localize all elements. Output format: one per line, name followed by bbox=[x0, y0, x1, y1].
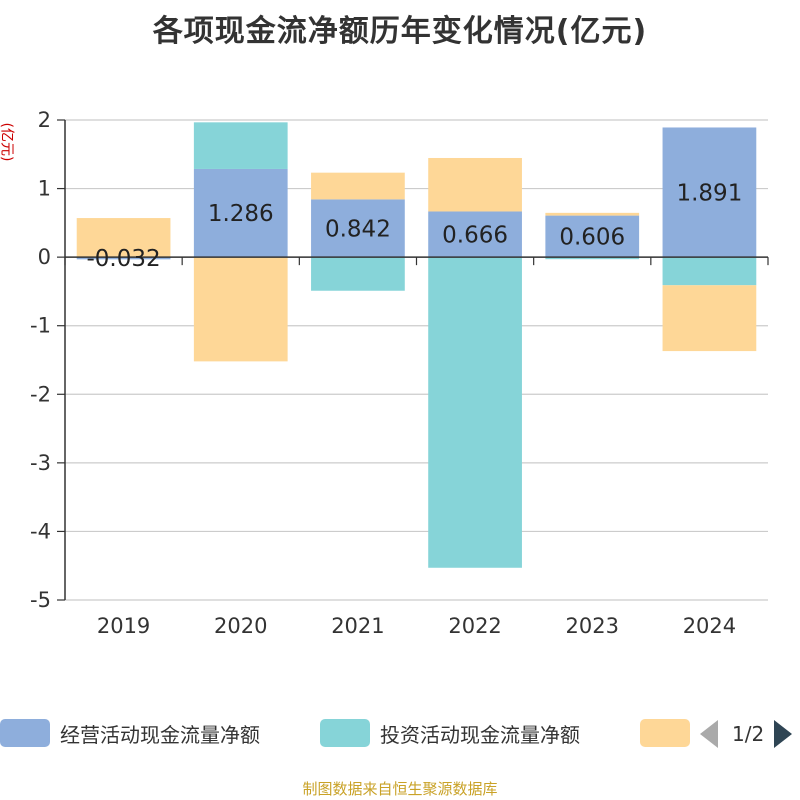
x-tick-label: 2019 bbox=[97, 614, 150, 638]
bar-series1-2021 bbox=[311, 257, 405, 291]
data-label: 0.666 bbox=[442, 222, 508, 248]
y-tick-label: -3 bbox=[30, 451, 51, 475]
data-label: 0.606 bbox=[559, 224, 625, 250]
data-label: -0.032 bbox=[87, 246, 161, 272]
bar-series0-2020 bbox=[193, 168, 288, 258]
bar-series1-2024 bbox=[662, 257, 757, 286]
legend-item-operating[interactable]: 经营活动现金流量净额 bbox=[0, 718, 260, 748]
x-tick-label: 2022 bbox=[448, 614, 501, 638]
x-tick-label: 2024 bbox=[683, 614, 736, 638]
bar-series0-2019 bbox=[76, 257, 171, 260]
data-label: 1.891 bbox=[676, 180, 742, 206]
bar-series2-2019 bbox=[76, 218, 171, 258]
bar-series2-2021 bbox=[311, 172, 405, 200]
chart-title: 各项现金流净额历年变化情况(亿元) bbox=[152, 14, 648, 49]
bar-series1-2020 bbox=[193, 122, 288, 169]
legend-next-page-icon[interactable] bbox=[774, 720, 793, 748]
y-tick-label: -2 bbox=[30, 382, 51, 406]
x-tick-label: 2021 bbox=[331, 614, 384, 638]
chart-plot: 2 1 0 -1 -2 -3 -4 -5 2019 2020 2021 2022 2023 2024 -0… bbox=[30, 108, 769, 638]
bar-series0-2024 bbox=[662, 127, 757, 258]
legend-prev-page-icon[interactable] bbox=[700, 720, 718, 748]
legend-label-operating: 经营活动现金流量净额 bbox=[60, 722, 260, 747]
bar-series2-2024 bbox=[662, 285, 757, 352]
legend-swatch-financing bbox=[640, 719, 690, 747]
bar-series2-2022 bbox=[428, 157, 522, 212]
y-tick-label: -5 bbox=[30, 588, 51, 612]
y-tick-label: 2 bbox=[38, 108, 51, 132]
bar-series0-2021 bbox=[311, 199, 405, 258]
legend-item-investing[interactable]: 投资活动现金流量净额 bbox=[320, 718, 580, 748]
legend-pager: 1/2 bbox=[700, 720, 793, 748]
y-tick-label: 0 bbox=[38, 245, 51, 269]
bar-series0-2023 bbox=[545, 215, 640, 258]
data-label: 1.286 bbox=[208, 201, 274, 227]
legend-label-investing: 投资活动现金流量净额 bbox=[380, 722, 580, 747]
legend-page-indicator: 1/2 bbox=[732, 722, 765, 746]
x-tick-label: 2020 bbox=[214, 614, 267, 638]
bar-series2-2023 bbox=[545, 212, 640, 216]
bar-series0-2022 bbox=[428, 211, 522, 258]
bar-series1-2022 bbox=[428, 257, 522, 568]
data-label: 0.842 bbox=[325, 216, 391, 242]
legend-swatch-operating bbox=[0, 719, 50, 747]
legend: 经营活动现金流量净额 投资活动现金流量净额 1/2 bbox=[0, 714, 800, 754]
y-tick-label: -1 bbox=[30, 314, 51, 338]
x-tick-label: 2023 bbox=[566, 614, 619, 638]
source-note: 制图数据来自恒生聚源数据库 bbox=[302, 780, 498, 798]
legend-item-financing[interactable] bbox=[640, 718, 700, 748]
bar-series2-2020 bbox=[193, 257, 288, 362]
legend-swatch-investing bbox=[320, 719, 370, 747]
y-tick-label: 1 bbox=[38, 177, 51, 201]
y-tick-label: -4 bbox=[30, 519, 51, 543]
bar-series1-2023 bbox=[545, 257, 640, 260]
